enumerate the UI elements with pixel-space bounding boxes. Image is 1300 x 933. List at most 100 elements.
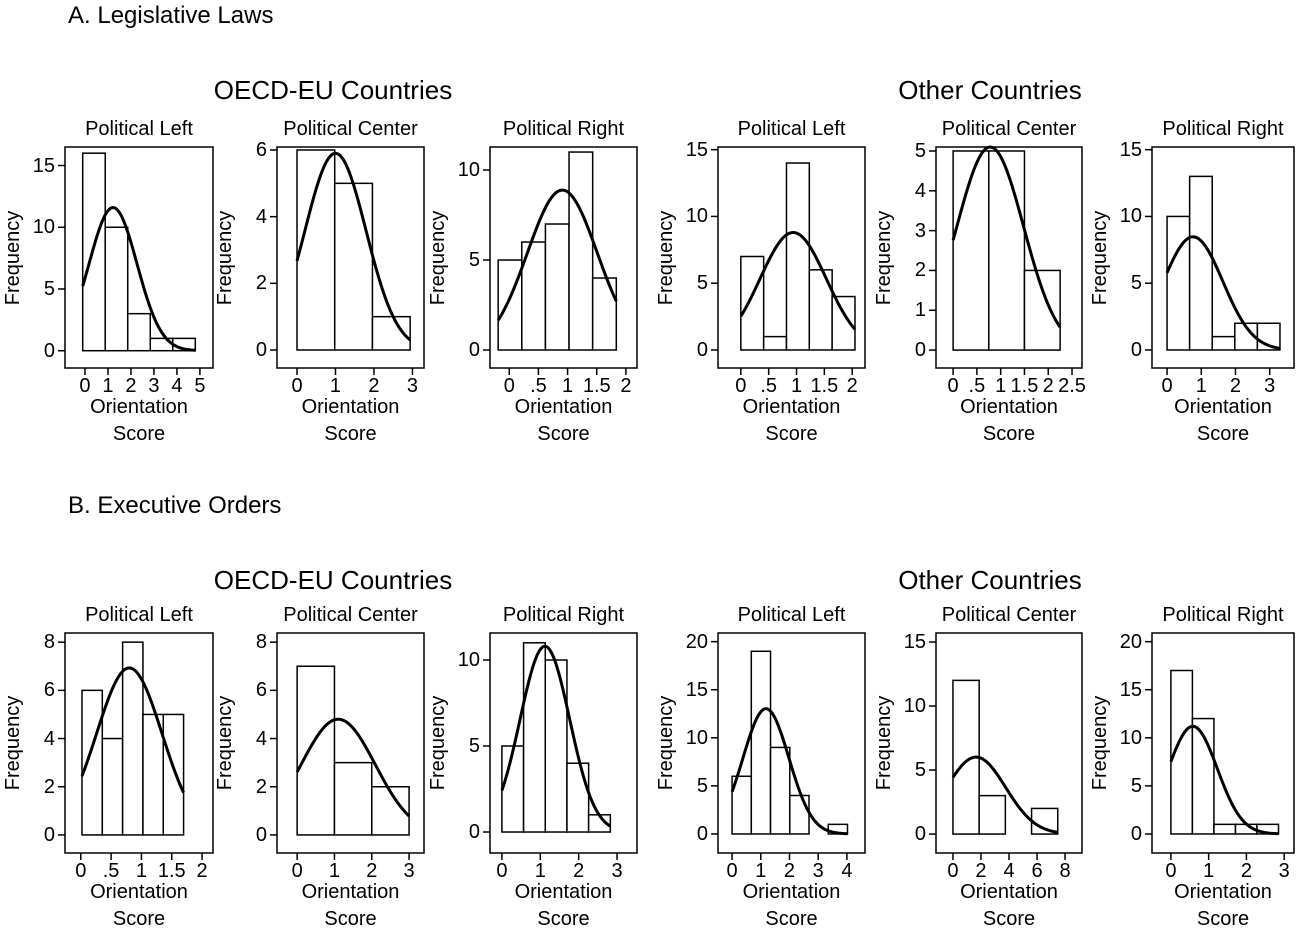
histogram-bar — [988, 150, 1026, 351]
x-tick-label: 1.5 — [157, 860, 186, 882]
y-tick-label: 0 — [43, 339, 55, 362]
y-tick-label: 5 — [468, 249, 480, 272]
plot-frame — [276, 146, 425, 369]
x-tick-label: 1 — [1195, 375, 1207, 397]
normal-curve — [951, 755, 1059, 834]
y-tick-label: 5 — [696, 272, 708, 295]
x-tick-label: 1 — [534, 860, 546, 882]
normal-curve — [81, 206, 196, 352]
y-axis-label: Frequency — [1089, 695, 1111, 791]
y-tick-label: 4 — [914, 179, 926, 202]
group-title: OECD-EU Countries — [213, 75, 453, 105]
y-tick-label: 6 — [255, 139, 267, 161]
x-tick-label: 2 — [1229, 375, 1242, 397]
histogram-bar — [101, 737, 124, 836]
y-tick-label: 0 — [255, 823, 267, 846]
x-tick-label: 8 — [1059, 860, 1071, 882]
chart-title: Political Center — [941, 118, 1077, 140]
y-tick-label: 5 — [468, 735, 480, 757]
y-tick-label: 0 — [1130, 338, 1142, 361]
x-tick-label: 1 — [328, 860, 341, 882]
x-tick-label: 2 — [196, 860, 208, 882]
y-tick-label: 0 — [255, 339, 267, 361]
y-tick-label: 20 — [685, 630, 708, 653]
histogram-bar — [81, 689, 104, 836]
section-title: B. Executive Orders — [68, 492, 282, 519]
y-axis-label: Frequency — [655, 210, 677, 305]
histogram-bar — [1188, 175, 1213, 351]
histogram-bar — [591, 277, 618, 351]
histogram-bar — [296, 665, 336, 836]
y-axis-label: Frequency — [873, 695, 895, 791]
x-tick-label: 2 — [573, 860, 585, 882]
y-tick-label: 4 — [43, 727, 55, 750]
plot-frame — [489, 632, 638, 854]
y-tick-label: 0 — [914, 823, 926, 846]
histogram-bar — [296, 149, 336, 351]
chart-title: Political Center — [941, 604, 1077, 626]
histogram-bar — [1213, 823, 1237, 835]
x-tick-label: 0 — [735, 375, 747, 397]
histogram-bar — [371, 785, 410, 836]
y-tick-label: 0 — [43, 823, 55, 846]
x-axis-label: Orientation Score — [90, 881, 188, 930]
y-axis-label: Frequency — [655, 695, 677, 791]
x-axis-label: Orientation Score — [90, 396, 188, 445]
x-tick-label: 0 — [726, 860, 738, 882]
y-tick-label: 10 — [685, 726, 708, 749]
x-tick-label: 2 — [125, 375, 137, 397]
y-tick-label: 0 — [696, 822, 708, 845]
x-tick-label: 1 — [755, 860, 767, 882]
y-axis-label: Frequency — [214, 695, 236, 791]
y-tick-label: 10 — [32, 216, 55, 239]
histogram-bar — [769, 746, 791, 835]
plot-frame — [64, 146, 214, 369]
x-axis-label: Orientation Score — [301, 881, 400, 930]
section-title: A. Legislative Laws — [68, 2, 274, 29]
histogram-bar — [1166, 215, 1191, 351]
x-tick-label: 4 — [841, 860, 853, 882]
x-axis-label: Orientation Score — [1174, 881, 1272, 930]
y-tick-label: 1 — [914, 299, 926, 322]
x-tick-label: 0 — [79, 375, 91, 397]
x-tick-label: 0 — [291, 375, 303, 397]
histogram-bar — [81, 152, 106, 352]
x-tick-label: 3 — [403, 860, 415, 882]
y-tick-label: 20 — [1119, 630, 1142, 653]
x-tick-label: 0 — [1165, 860, 1177, 882]
y-tick-label: 0 — [468, 339, 480, 361]
histogram-bar — [162, 713, 185, 836]
histogram-bar — [831, 295, 856, 351]
y-tick-label: 3 — [914, 219, 926, 242]
x-tick-label: 0 — [503, 375, 515, 397]
normal-curve — [295, 151, 412, 342]
chart-title: Political Left — [85, 604, 193, 626]
normal-curve — [730, 707, 848, 836]
x-tick-label: 3 — [1264, 375, 1276, 397]
normal-curve — [951, 145, 1062, 328]
y-tick-label: 5 — [1130, 774, 1142, 797]
x-axis-label: Orientation Score — [960, 396, 1058, 445]
plot-frame — [489, 146, 638, 369]
y-tick-label: 2 — [914, 259, 926, 282]
x-tick-label: 2.5 — [1058, 375, 1086, 397]
plot-frame — [1151, 146, 1295, 369]
y-tick-label: 0 — [1130, 822, 1142, 845]
x-axis-label: Orientation Score — [742, 396, 841, 445]
x-tick-label: 2 — [620, 375, 632, 397]
y-tick-label: 0 — [696, 338, 708, 361]
chart-title: Political Left — [737, 118, 846, 140]
y-tick-label: 10 — [457, 649, 480, 671]
x-tick-label: 2 — [1240, 860, 1252, 882]
x-tick-label: .5 — [102, 860, 120, 882]
y-tick-label: 15 — [32, 154, 55, 177]
x-tick-label: 0 — [291, 860, 303, 882]
histogram-bar — [126, 312, 152, 352]
histogram-bar — [333, 182, 374, 351]
y-tick-label: 15 — [1119, 678, 1142, 701]
y-tick-label: 4 — [255, 205, 267, 228]
y-tick-label: 5 — [914, 139, 926, 162]
x-tick-label: 2 — [368, 375, 380, 397]
